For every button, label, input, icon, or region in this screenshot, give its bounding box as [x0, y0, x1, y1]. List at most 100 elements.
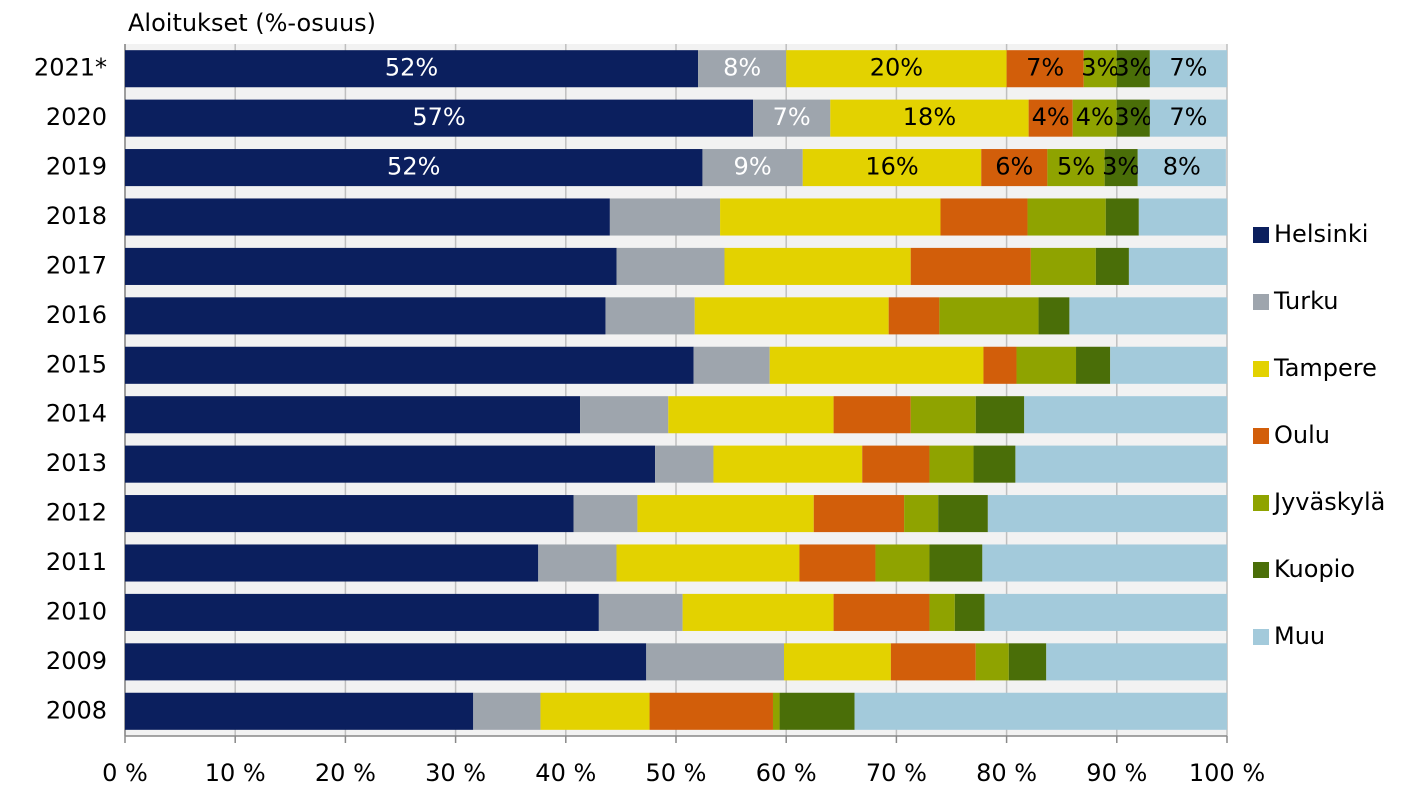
bar-segment	[682, 593, 834, 631]
bar-segment	[939, 297, 1039, 335]
legend-swatch	[1253, 562, 1269, 578]
x-tick-label: 60 %	[756, 759, 817, 785]
bar-segment	[646, 643, 784, 681]
bar-segment	[769, 346, 984, 384]
y-tick-label: 2008	[46, 696, 107, 724]
legend-label: Tampere	[1273, 354, 1377, 382]
bar-segment	[753, 99, 831, 137]
bar-segment	[125, 544, 539, 582]
bar-segment	[1006, 50, 1084, 88]
bar-segment	[1116, 99, 1150, 137]
bar-segment	[125, 692, 474, 730]
bar-segment	[1015, 445, 1227, 483]
x-tick-label: 70 %	[866, 759, 927, 785]
bar-segment	[987, 495, 1227, 533]
bar-segment	[1016, 346, 1077, 384]
bar-segment	[799, 544, 876, 582]
bar-segment	[598, 593, 683, 631]
data-label: 4%	[1032, 103, 1070, 131]
bar-segment	[830, 99, 1029, 137]
bar-segment	[655, 445, 714, 483]
data-label: 52%	[387, 153, 440, 181]
x-tick-label: 90 %	[1086, 759, 1147, 785]
legend-swatch	[1253, 629, 1269, 645]
bar-segment	[580, 396, 669, 434]
bar-segment	[1072, 99, 1117, 137]
data-label: 7%	[1169, 103, 1207, 131]
bar-segment	[1076, 346, 1111, 384]
bar-segment	[125, 99, 754, 137]
bar-segment	[1095, 247, 1129, 285]
bar-segment	[772, 692, 780, 730]
bar-segment	[833, 396, 911, 434]
data-label: 7%	[773, 103, 811, 131]
data-label: 16%	[865, 153, 918, 181]
bar-segment	[125, 346, 694, 384]
x-tick-label: 30 %	[425, 759, 486, 785]
bar-segment	[888, 297, 940, 335]
legend-swatch	[1253, 361, 1269, 377]
x-tick-label: 80 %	[976, 759, 1037, 785]
bar-segment	[862, 445, 930, 483]
x-tick-label: 0 %	[102, 759, 148, 785]
bar-segment	[954, 593, 985, 631]
bar-segment	[540, 692, 650, 730]
legend-label: Helsinki	[1274, 220, 1368, 248]
bar-segment	[637, 495, 814, 533]
legend-label: Kuopio	[1274, 555, 1355, 583]
data-label: 3%	[1114, 103, 1152, 131]
bar-segment	[929, 544, 983, 582]
legend-swatch	[1253, 294, 1269, 310]
bar-segment	[833, 593, 930, 631]
bar-segment	[125, 297, 606, 335]
data-label: 8%	[1163, 153, 1201, 181]
data-label: 4%	[1076, 103, 1114, 131]
bar-segment	[693, 346, 770, 384]
data-label: 6%	[995, 153, 1033, 181]
legend-swatch	[1253, 495, 1269, 511]
y-tick-label: 2015	[46, 350, 107, 378]
bar-segment	[975, 643, 1009, 681]
bar-segment	[1030, 247, 1096, 285]
bar-segment	[1116, 50, 1150, 88]
data-label: 52%	[385, 54, 438, 82]
bar-segment	[616, 544, 800, 582]
bar-segment	[1069, 297, 1227, 335]
bar-segment	[929, 445, 974, 483]
bar-segment	[125, 198, 610, 236]
x-tick-label: 100 %	[1189, 759, 1265, 785]
bar-segment	[975, 396, 1025, 434]
bar-segment	[940, 198, 1028, 236]
bar-segment	[982, 544, 1227, 582]
bar-segment	[904, 495, 939, 533]
bar-segment	[1027, 198, 1106, 236]
y-tick-label: 2017	[46, 251, 107, 279]
y-tick-label: 2012	[46, 499, 107, 527]
bar-segment	[983, 346, 1017, 384]
bar-segment	[668, 396, 834, 434]
bar-segment	[802, 149, 982, 187]
y-tick-label: 2014	[46, 400, 107, 428]
bar-segment	[125, 445, 656, 483]
bar-segment	[910, 396, 976, 434]
data-label: 7%	[1026, 54, 1064, 82]
legend-swatch	[1253, 428, 1269, 444]
bar-segment	[1038, 297, 1070, 335]
bar-segment	[1149, 50, 1227, 88]
data-label: 57%	[412, 103, 465, 131]
legend-label: Jyväskylä	[1272, 488, 1385, 516]
bar-segment	[981, 149, 1048, 187]
bar-segment	[813, 495, 905, 533]
y-tick-label: 2019	[46, 153, 107, 181]
legend-label: Oulu	[1274, 421, 1330, 449]
chart-title: Aloitukset (%-osuus)	[128, 9, 376, 37]
bar-segment	[1047, 149, 1105, 187]
legend-swatch	[1253, 227, 1269, 243]
bar-segment	[1128, 247, 1227, 285]
bar-segment	[473, 692, 541, 730]
legend-label: Muu	[1274, 622, 1325, 650]
data-label: 18%	[903, 103, 956, 131]
bar-segment	[890, 643, 976, 681]
bar-segment	[910, 247, 1031, 285]
